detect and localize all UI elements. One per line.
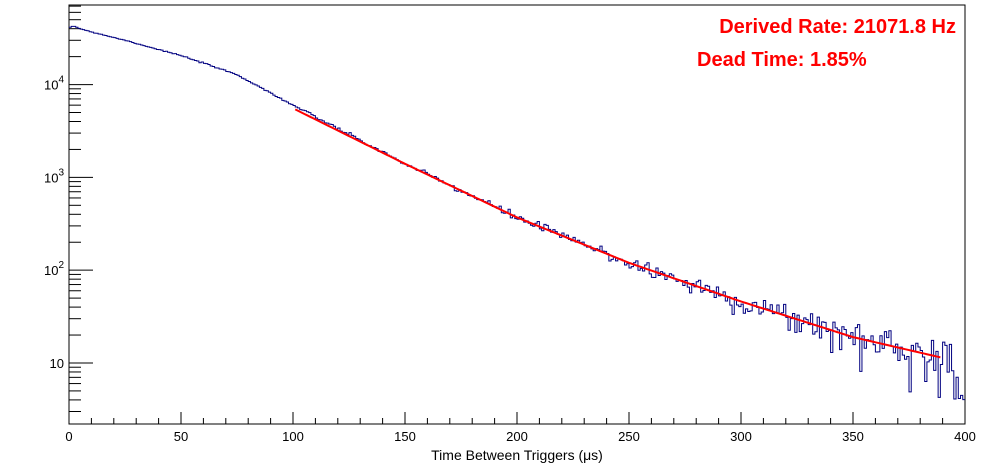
x-tick-label: 100 (282, 429, 304, 444)
x-tick-label: 0 (65, 429, 72, 444)
x-axis-ticks: 0 50 100 150 200 250 300 350 400 (65, 412, 976, 444)
x-tick-label: 250 (618, 429, 640, 444)
x-axis-title: Time Between Triggers (μs) (431, 447, 603, 463)
x-tick-label: 300 (730, 429, 752, 444)
x-tick-label: 200 (506, 429, 528, 444)
x-tick-label: 50 (174, 429, 188, 444)
fit-curve (294, 108, 941, 359)
x-tick-label: 400 (954, 429, 976, 444)
y-tick-label: 103 (44, 167, 64, 185)
y-tick-label: 102 (44, 260, 64, 278)
y-axis-ticks: 10 102 103 104 (44, 5, 93, 412)
histogram-series (69, 25, 965, 401)
x-tick-label: 350 (842, 429, 864, 444)
annotation-dead-time: Dead Time: 1.85% (697, 49, 867, 71)
y-tick-label: 104 (44, 75, 64, 93)
x-tick-label: 150 (394, 429, 416, 444)
y-tick-label: 10 (50, 356, 64, 371)
annotation-derived-rate: Derived Rate: 21071.8 Hz (719, 16, 956, 38)
